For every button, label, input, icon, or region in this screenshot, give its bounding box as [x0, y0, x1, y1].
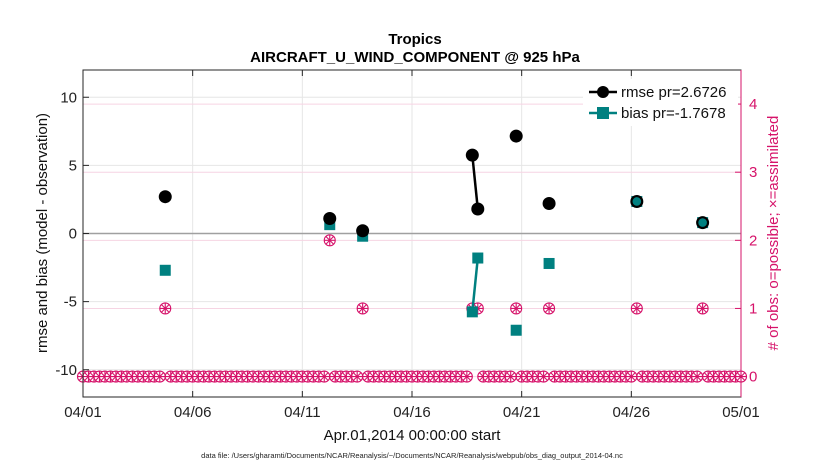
y2-axis-label: # of obs: o=possible; ×=assimilated: [765, 116, 782, 351]
legend-bias-marker: [597, 107, 609, 119]
y-tick-label: -5: [64, 294, 77, 311]
rmse-point: [509, 129, 523, 143]
rmse-point: [158, 190, 172, 204]
obs-count-marker: [153, 370, 166, 383]
legend-bias-label: bias pr=-1.7678: [621, 105, 726, 122]
chart-title: Tropics: [388, 31, 441, 48]
x-tick-label: 05/01: [722, 404, 760, 421]
bias-point: [510, 324, 522, 336]
rmse-point: [323, 212, 337, 226]
bias-point: [159, 264, 171, 276]
obs-count-marker: [696, 302, 709, 315]
obs-count-marker: [625, 370, 638, 383]
overlap-point: [630, 195, 643, 208]
data-series: [158, 129, 710, 336]
obs-count-marker: [537, 370, 550, 383]
y-tick-label: 0: [69, 226, 77, 243]
rmse-segment: [471, 155, 480, 210]
x-tick-label: 04/21: [503, 404, 541, 421]
rmse-point: [542, 197, 556, 211]
obs-count-marker: [510, 302, 523, 315]
x-tick-label: 04/26: [613, 404, 651, 421]
legend-rmse-label: rmse pr=2.6726: [621, 84, 726, 101]
y2-tick-label: 4: [749, 96, 757, 113]
obs-count-marker: [159, 302, 172, 315]
x-axis-ticks: 04/01 04/06 04/11 04/16 04/21 04/26 05/01: [64, 70, 760, 421]
obs-count-marker: [351, 370, 364, 383]
obs-count-marker: [323, 234, 336, 247]
obs-count-marker: [504, 370, 517, 383]
bias-segment: [471, 257, 480, 312]
x-tick-label: 04/06: [174, 404, 212, 421]
x-tick-label: 04/16: [393, 404, 431, 421]
obs-count-marker: [543, 302, 556, 315]
bias-point: [466, 306, 478, 318]
y2-tick-label: 0: [749, 369, 757, 386]
x-axis-label: Apr.01,2014 00:00:00 start: [324, 427, 502, 444]
obs-count-marker: [691, 370, 704, 383]
y2-tick-label: 2: [749, 232, 757, 249]
y2-tick-label: 1: [749, 300, 757, 317]
rmse-point: [465, 148, 479, 162]
x-tick-label: 04/11: [284, 404, 320, 421]
rmse-point: [356, 224, 370, 238]
y-tick-label: 5: [69, 157, 77, 174]
obs-count-marker: [318, 370, 331, 383]
y2-axis-ticks: 0 1 2 3 4: [735, 70, 757, 397]
obs-count-markers: [76, 234, 748, 383]
data-file-footnote: data file: /Users/gharamti/Documents/NCA…: [201, 451, 623, 460]
y-axis-ticks: -10 -5 0 5 10: [55, 89, 89, 379]
overlap-point: [696, 216, 709, 229]
obs-count-marker: [356, 302, 369, 315]
bias-point: [543, 257, 555, 269]
y-tick-label: -10: [55, 362, 77, 379]
y2-tick-label: 3: [749, 164, 757, 181]
legend-rmse-marker: [597, 86, 609, 98]
x-tick-label: 04/01: [64, 404, 102, 421]
rmse-point: [471, 202, 485, 216]
y-tick-label: 10: [60, 89, 77, 106]
obs-count-marker: [460, 370, 473, 383]
legend: rmse pr=2.6726 bias pr=-1.7678: [583, 79, 738, 126]
bias-point: [472, 252, 484, 264]
obs-count-marker: [630, 302, 643, 315]
chart-subtitle: AIRCRAFT_U_WIND_COMPONENT @ 925 hPa: [250, 49, 580, 66]
y-axis-label: rmse and bias (model - observation): [34, 113, 51, 353]
